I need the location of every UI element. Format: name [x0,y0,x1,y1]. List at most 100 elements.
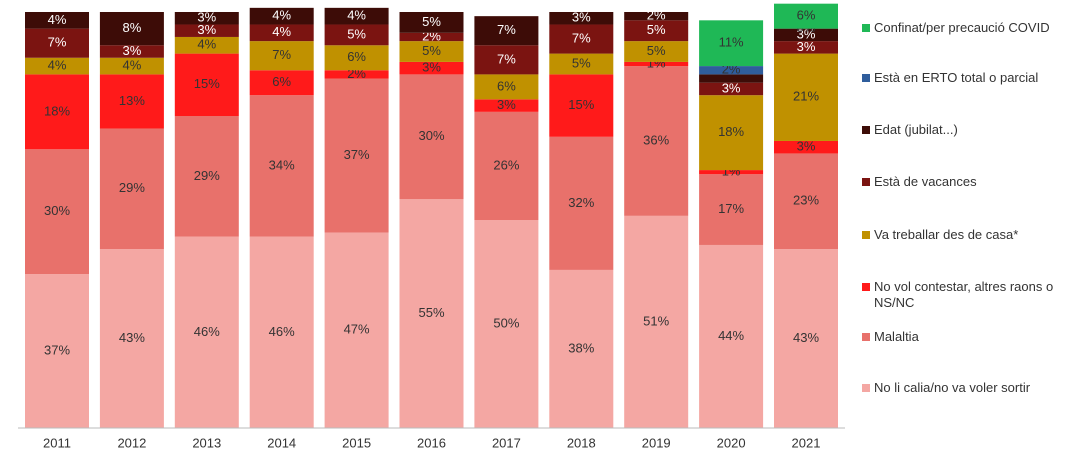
bar-segment [774,3,838,29]
bar-segment [549,24,614,54]
bar-segment [774,41,838,54]
bar-segment [25,274,89,428]
data-label: 4% [272,8,291,23]
data-label: 3% [123,43,142,58]
data-label: 30% [418,128,444,143]
bar-segment [324,78,389,233]
data-label: 47% [344,322,370,337]
data-label: 3% [797,139,816,154]
data-label: 37% [344,147,370,162]
bar-segment [249,236,314,428]
legend-swatch [862,178,870,186]
data-label: 6% [272,74,291,89]
bar-segment [549,53,614,75]
legend-item: Va treballar des de casa* [862,227,1074,243]
data-label: 18% [718,124,744,139]
legend-item: No li calia/no va voler sortir [862,380,1074,396]
data-label: 32% [568,195,594,210]
data-label: 8% [123,20,142,35]
data-label: 38% [568,340,594,355]
bar-segment [174,36,239,54]
data-label: 29% [119,180,145,195]
bar-segment [249,7,314,25]
data-label: 4% [123,58,142,73]
x-tick-label: 2012 [117,435,146,450]
data-label: 11% [719,35,744,50]
bar-segment [774,140,838,154]
legend-label: Va treballar des de casa* [874,227,1019,242]
x-tick-label: 2014 [267,435,296,450]
data-label: 3% [797,39,816,54]
x-tick-label: 2013 [192,435,221,450]
data-label: 18% [44,103,70,118]
data-label: 3% [422,60,441,75]
bar-segment [25,12,89,29]
bar-segment [699,95,764,171]
bar-segment [699,82,764,96]
bar-segment [699,74,764,83]
data-label: 46% [194,324,220,339]
bar-segment [249,24,314,42]
bar-segment [774,249,838,428]
data-label: 7% [497,51,516,66]
legend-label: Està en ERTO total o parcial [874,70,1039,85]
bar-segment [324,7,389,25]
chart: 37%30%18%4%7%4%201143%29%13%4%3%8%201246… [18,3,845,450]
x-tick-label: 2019 [642,435,671,450]
data-label: 15% [194,76,220,91]
data-label: 51% [643,313,669,328]
bar-segment [699,244,764,428]
data-label: 15% [568,97,594,112]
bar-segment [324,70,389,79]
bar-segment [174,12,239,25]
data-label: 43% [119,330,145,345]
legend-swatch [862,231,870,239]
bar-segment [774,28,838,42]
bar-segment [99,74,164,129]
bar-segment [474,220,539,428]
data-label: 13% [119,93,145,108]
bar-segment [549,12,614,25]
legend-label: Edat (jubilat...) [874,122,958,137]
bar-segment [474,111,539,220]
data-label: 44% [718,328,744,343]
data-label: 50% [493,315,519,330]
bar-segment [699,174,764,245]
data-label: 23% [793,193,819,208]
bar-segment [399,61,464,75]
x-tick-label: 2017 [492,435,521,450]
legend-item: Confinat/per precaució COVID [862,20,1074,36]
data-label: 4% [48,58,67,73]
bar-segment [249,95,314,237]
bar-segment [624,66,689,216]
bar-segment [174,53,239,116]
data-label: 5% [572,55,591,70]
data-label: 6% [797,8,816,23]
bar-segment [399,32,464,42]
data-label: 5% [422,43,441,58]
bar-segment [624,61,689,67]
legend-item: Malaltia [862,329,1074,345]
bar-segment [699,20,764,67]
data-label: 37% [44,342,70,357]
bar-segment [399,41,464,62]
data-label: 34% [269,157,295,172]
bar-segment [774,153,838,250]
legend-swatch [862,333,870,341]
data-label: 21% [793,89,819,104]
bar-segment [324,24,389,46]
bar-segment [399,74,464,200]
data-label: 4% [272,24,291,39]
x-tick-label: 2021 [792,435,821,450]
x-tick-label: 2016 [417,435,446,450]
bar-segment [99,12,164,46]
bar-segment [99,57,164,75]
bar-segment [624,12,689,21]
data-label: 4% [347,8,366,23]
bar-segment [399,12,464,33]
data-label: 36% [643,132,669,147]
bar-segment [174,116,239,237]
bar-segment [474,45,539,75]
data-label: 2% [647,8,666,23]
